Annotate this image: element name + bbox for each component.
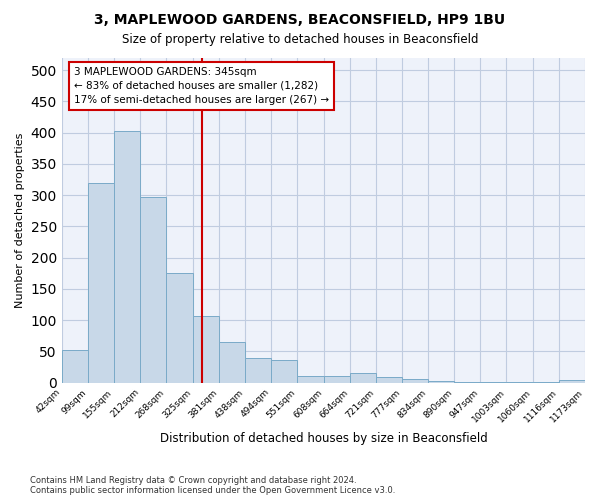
Bar [271,360,297,382]
Text: 3 MAPLEWOOD GARDENS: 345sqm
← 83% of detached houses are smaller (1,282)
17% of : 3 MAPLEWOOD GARDENS: 345sqm ← 83% of det… [74,67,329,105]
Bar [62,350,88,382]
Bar [428,381,454,382]
Y-axis label: Number of detached properties: Number of detached properties [15,132,25,308]
Bar [297,376,323,382]
Bar [559,380,585,382]
Bar [218,342,245,382]
Bar [88,182,114,382]
Bar [140,197,166,382]
Bar [323,376,350,382]
Bar [193,316,218,382]
X-axis label: Distribution of detached houses by size in Beaconsfield: Distribution of detached houses by size … [160,432,487,445]
Bar [350,374,376,382]
Text: 3, MAPLEWOOD GARDENS, BEACONSFIELD, HP9 1BU: 3, MAPLEWOOD GARDENS, BEACONSFIELD, HP9 … [94,12,506,26]
Bar [245,358,271,382]
Text: Contains HM Land Registry data © Crown copyright and database right 2024.
Contai: Contains HM Land Registry data © Crown c… [30,476,395,495]
Bar [166,272,193,382]
Bar [114,130,140,382]
Bar [402,379,428,382]
Text: Size of property relative to detached houses in Beaconsfield: Size of property relative to detached ho… [122,32,478,46]
Bar [376,377,402,382]
